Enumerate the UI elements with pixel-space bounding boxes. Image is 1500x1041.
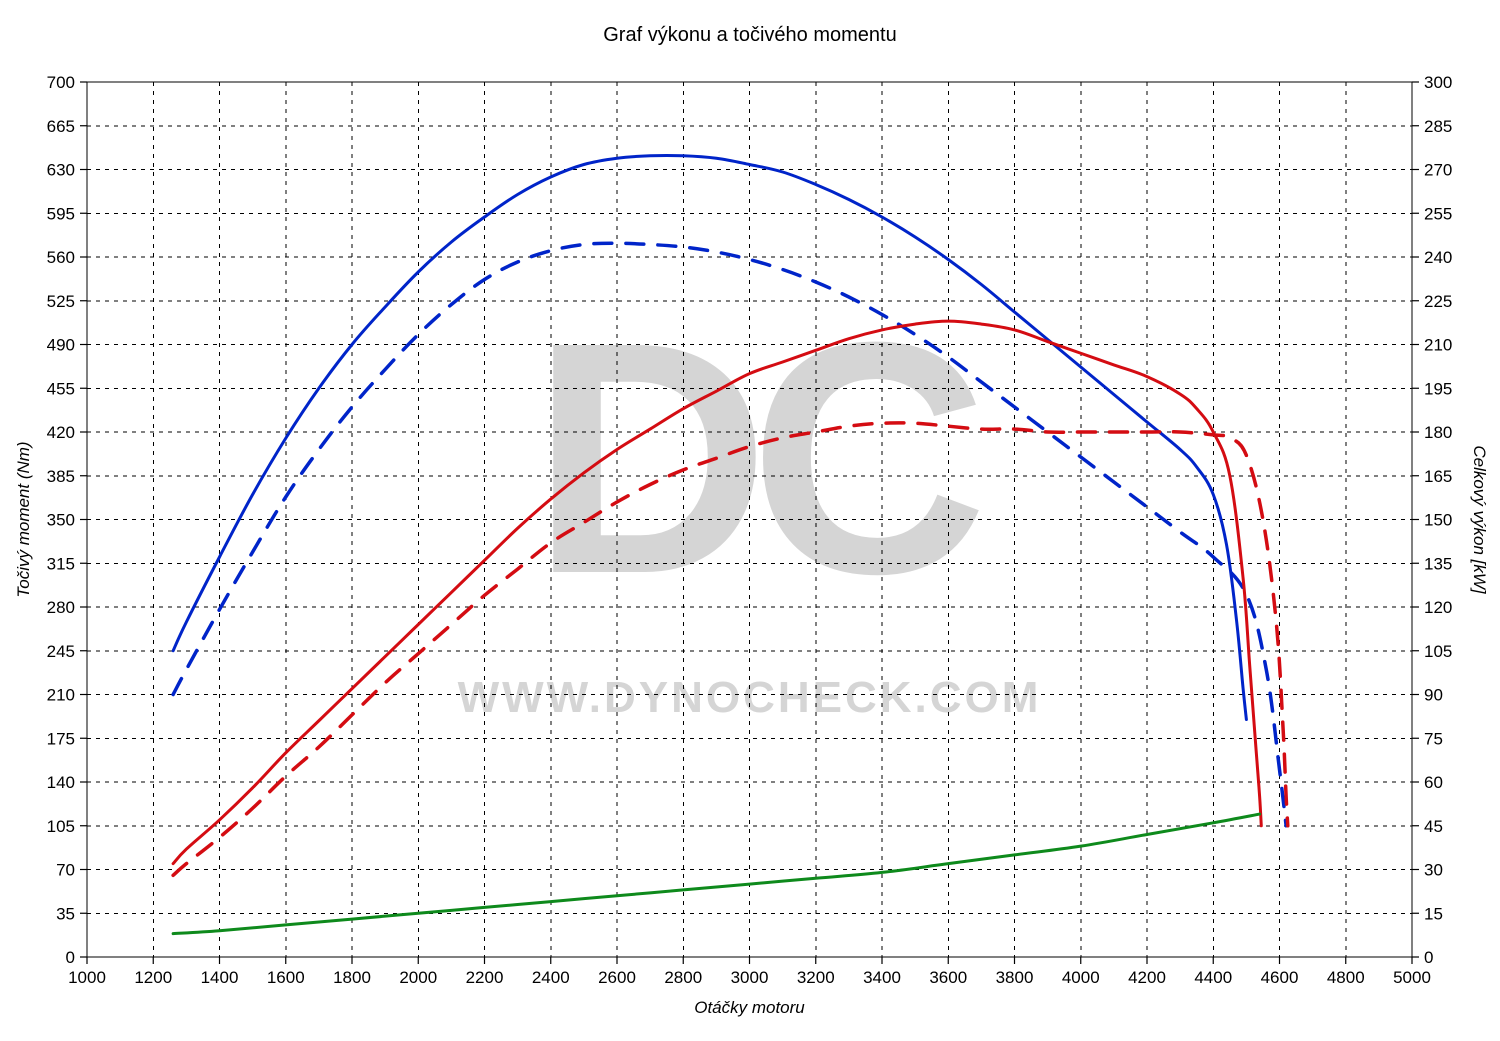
y-left-tick-label: 455 xyxy=(47,379,75,398)
y-right-tick-label: 225 xyxy=(1424,292,1452,311)
y-right-tick-label: 135 xyxy=(1424,554,1452,573)
y-right-tick-label: 0 xyxy=(1424,948,1433,967)
x-tick-label: 1200 xyxy=(134,968,172,987)
x-tick-label: 2400 xyxy=(532,968,570,987)
y-left-tick-label: 525 xyxy=(47,292,75,311)
y-left-tick-label: 0 xyxy=(66,948,75,967)
y-right-axis-label: Celkový výkon [kW] xyxy=(1470,445,1489,595)
y-left-tick-label: 70 xyxy=(56,861,75,880)
x-tick-label: 2800 xyxy=(664,968,702,987)
y-left-tick-label: 350 xyxy=(47,511,75,530)
y-right-tick-label: 75 xyxy=(1424,729,1443,748)
x-tick-label: 3800 xyxy=(996,968,1034,987)
x-axis-label: Otáčky motoru xyxy=(694,998,805,1017)
y-right-tick-label: 165 xyxy=(1424,467,1452,486)
x-tick-label: 2200 xyxy=(466,968,504,987)
y-left-axis-label: Točivý moment (Nm) xyxy=(14,441,33,597)
y-right-tick-label: 270 xyxy=(1424,161,1452,180)
y-left-tick-label: 315 xyxy=(47,554,75,573)
x-tick-label: 3000 xyxy=(731,968,769,987)
y-left-tick-label: 245 xyxy=(47,642,75,661)
y-left-tick-label: 560 xyxy=(47,248,75,267)
x-tick-label: 3200 xyxy=(797,968,835,987)
x-tick-label: 4200 xyxy=(1128,968,1166,987)
y-right-tick-label: 300 xyxy=(1424,73,1452,92)
chart-title: Graf výkonu a točivého momentu xyxy=(0,24,1500,47)
x-tick-label: 4000 xyxy=(1062,968,1100,987)
y-right-tick-label: 255 xyxy=(1424,204,1452,223)
y-left-tick-label: 595 xyxy=(47,204,75,223)
x-tick-label: 2000 xyxy=(399,968,437,987)
y-right-tick-label: 240 xyxy=(1424,248,1452,267)
y-left-tick-label: 665 xyxy=(47,117,75,136)
x-tick-label: 4600 xyxy=(1261,968,1299,987)
y-left-tick-label: 630 xyxy=(47,161,75,180)
x-tick-label: 5000 xyxy=(1393,968,1431,987)
y-right-tick-label: 195 xyxy=(1424,379,1452,398)
y-left-tick-label: 420 xyxy=(47,423,75,442)
y-right-tick-label: 60 xyxy=(1424,773,1443,792)
y-left-tick-label: 210 xyxy=(47,686,75,705)
y-left-tick-label: 140 xyxy=(47,773,75,792)
y-left-tick-label: 175 xyxy=(47,729,75,748)
y-right-tick-label: 30 xyxy=(1424,861,1443,880)
svg-text:DC: DC xyxy=(531,273,981,642)
x-tick-label: 4800 xyxy=(1327,968,1365,987)
y-left-tick-label: 385 xyxy=(47,467,75,486)
x-tick-label: 3400 xyxy=(863,968,901,987)
y-left-tick-label: 35 xyxy=(56,904,75,923)
x-tick-label: 1400 xyxy=(201,968,239,987)
y-right-tick-label: 210 xyxy=(1424,336,1452,355)
y-right-tick-label: 150 xyxy=(1424,511,1452,530)
y-right-tick-label: 15 xyxy=(1424,904,1443,923)
y-right-tick-label: 180 xyxy=(1424,423,1452,442)
y-left-tick-label: 700 xyxy=(47,73,75,92)
chart-container: Graf výkonu a točivého momentu DCWWW.DYN… xyxy=(0,0,1500,1041)
x-tick-label: 2600 xyxy=(598,968,636,987)
y-right-tick-label: 90 xyxy=(1424,686,1443,705)
y-right-tick-label: 45 xyxy=(1424,817,1443,836)
y-left-tick-label: 490 xyxy=(47,336,75,355)
x-tick-label: 4400 xyxy=(1194,968,1232,987)
x-tick-label: 1600 xyxy=(267,968,305,987)
x-tick-label: 1000 xyxy=(68,968,106,987)
x-tick-label: 3600 xyxy=(929,968,967,987)
y-left-tick-label: 280 xyxy=(47,598,75,617)
y-right-tick-label: 105 xyxy=(1424,642,1452,661)
y-left-tick-label: 105 xyxy=(47,817,75,836)
x-tick-label: 1800 xyxy=(333,968,371,987)
dyno-chart: DCWWW.DYNOCHECK.COM100012001400160018002… xyxy=(0,0,1500,1041)
y-right-tick-label: 120 xyxy=(1424,598,1452,617)
y-right-tick-label: 285 xyxy=(1424,117,1452,136)
